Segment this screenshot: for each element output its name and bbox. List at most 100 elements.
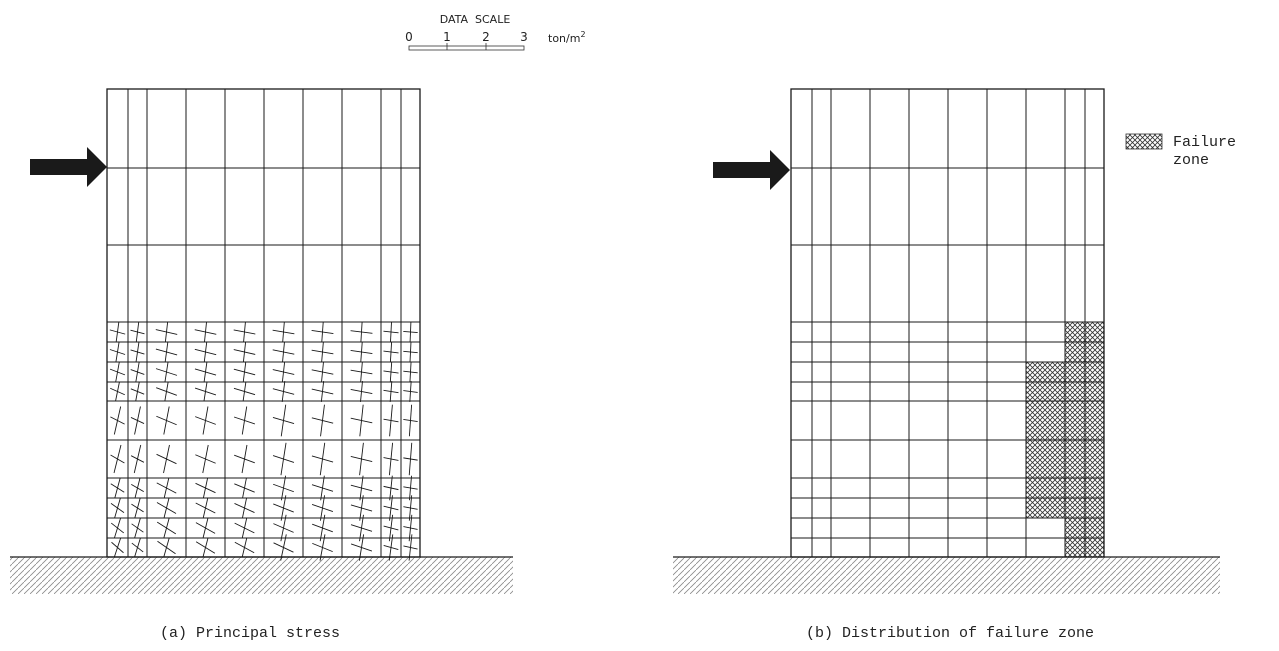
stress-mark-major xyxy=(281,361,286,383)
stress-mark-major xyxy=(242,498,247,518)
stress-mark-major xyxy=(388,442,394,476)
failure-zone-cell xyxy=(1065,342,1085,362)
stress-mark-major xyxy=(320,475,325,501)
failure-zone-cell xyxy=(1085,322,1104,342)
stress-mark-major xyxy=(389,475,393,501)
failure-zone-cell xyxy=(1065,382,1085,401)
scale-tick-label-2: 2 xyxy=(482,30,490,44)
stress-mark-major xyxy=(390,322,392,342)
stress-mark-major xyxy=(389,341,393,363)
caption-b: (b) Distribution of failure zone xyxy=(806,625,1094,642)
stress-mark-major xyxy=(389,404,393,437)
stress-mark-major xyxy=(408,534,413,561)
stress-mark-major xyxy=(280,404,287,437)
stress-mark-major xyxy=(243,322,246,342)
failure-zone-cell xyxy=(1065,478,1085,498)
mesh-b xyxy=(790,88,1105,558)
failure-zone-cell xyxy=(1065,518,1085,538)
stress-mark-major xyxy=(135,382,140,401)
stress-mark-major xyxy=(321,361,324,383)
stress-mark-major xyxy=(241,538,248,557)
panel-a xyxy=(10,88,513,594)
stress-mark-major xyxy=(388,514,394,542)
stress-mark-major xyxy=(241,444,248,474)
scale-tick-label-3: 3 xyxy=(520,30,528,44)
stress-mark-major xyxy=(409,361,412,383)
stress-mark-major xyxy=(203,362,208,382)
stress-mark-major xyxy=(280,495,287,521)
stress-mark-major xyxy=(280,514,287,542)
failure-zone-cell xyxy=(1085,518,1104,538)
failure-zone-cell xyxy=(1085,538,1104,557)
scale-title: DATA SCALE xyxy=(440,13,511,26)
stress-mark-major xyxy=(114,478,121,498)
stress-mark-major xyxy=(135,342,140,362)
stress-mark-major xyxy=(388,534,394,561)
stress-mark-major xyxy=(133,444,142,474)
stress-mark-major xyxy=(113,444,122,474)
stress-mark-major xyxy=(203,382,208,401)
stress-mark-major xyxy=(134,478,141,498)
principal-stress-marks xyxy=(109,322,418,561)
mesh-a xyxy=(106,88,421,558)
failure-zone-cell xyxy=(1026,498,1065,518)
stress-mark-major xyxy=(409,322,412,342)
stress-mark-major xyxy=(409,341,412,363)
scale-unit-sup: 2 xyxy=(580,30,585,39)
stress-mark-major xyxy=(280,442,287,476)
stress-mark-major xyxy=(360,361,363,383)
stress-mark-major xyxy=(319,514,326,542)
failure-zone-cell xyxy=(1026,478,1065,498)
legend-label-line2: zone xyxy=(1173,152,1209,169)
failure-zone-cell xyxy=(1085,401,1104,440)
stress-mark-major xyxy=(164,382,169,401)
stress-mark-major xyxy=(321,341,324,363)
stress-mark-major xyxy=(115,322,120,342)
failure-zone-cell xyxy=(1065,538,1085,557)
stress-mark-major xyxy=(360,381,363,402)
failure-zone-cell xyxy=(1085,362,1104,382)
stress-mark-major xyxy=(134,498,141,518)
panel-b xyxy=(673,88,1220,594)
failure-zone-cell xyxy=(1085,342,1104,362)
stress-mark-major xyxy=(164,342,169,362)
stress-mark-major xyxy=(320,380,325,403)
stress-mark-major xyxy=(409,475,412,501)
stress-mark-major xyxy=(408,442,413,476)
failure-zone-legend: Failure zone xyxy=(1125,133,1236,169)
stress-mark-major xyxy=(319,534,326,561)
stress-mark-major xyxy=(319,442,326,476)
stress-mark-major xyxy=(359,475,364,501)
stress-mark-major xyxy=(360,341,363,363)
stress-mark-major xyxy=(134,518,141,538)
failure-zone-cell xyxy=(1065,322,1085,342)
stress-mark-major xyxy=(241,406,248,435)
stress-mark-major xyxy=(202,538,209,557)
stress-mark-major xyxy=(242,362,247,382)
scale-unit: ton/m2 xyxy=(548,30,586,45)
stress-mark-major xyxy=(115,382,120,401)
failure-zone-cell xyxy=(1085,382,1104,401)
stress-mark-major xyxy=(389,361,393,383)
failure-zone-cell xyxy=(1026,362,1065,382)
failure-zone-cell xyxy=(1085,498,1104,518)
failure-zone-cell xyxy=(1065,362,1085,382)
stress-mark-major xyxy=(242,478,247,498)
stress-mark-major xyxy=(280,475,287,501)
stress-mark-major xyxy=(163,478,170,498)
stress-mark-major xyxy=(163,406,170,435)
stress-mark-major xyxy=(163,498,170,518)
load-arrow-a xyxy=(30,147,107,187)
caption-a: (a) Principal stress xyxy=(160,625,340,642)
stress-mark-major xyxy=(115,342,120,362)
stress-mark-major xyxy=(242,382,247,401)
stress-mark-major xyxy=(359,514,364,542)
stress-mark-major xyxy=(114,538,121,557)
scale-unit-base: ton/m xyxy=(548,32,580,45)
stress-mark-major xyxy=(134,538,141,557)
stress-mark-major xyxy=(408,514,413,542)
stress-mark-major xyxy=(359,442,364,476)
stress-mark-major xyxy=(204,322,207,342)
failure-zone-cell xyxy=(1026,401,1065,440)
stress-mark-major xyxy=(243,342,246,362)
